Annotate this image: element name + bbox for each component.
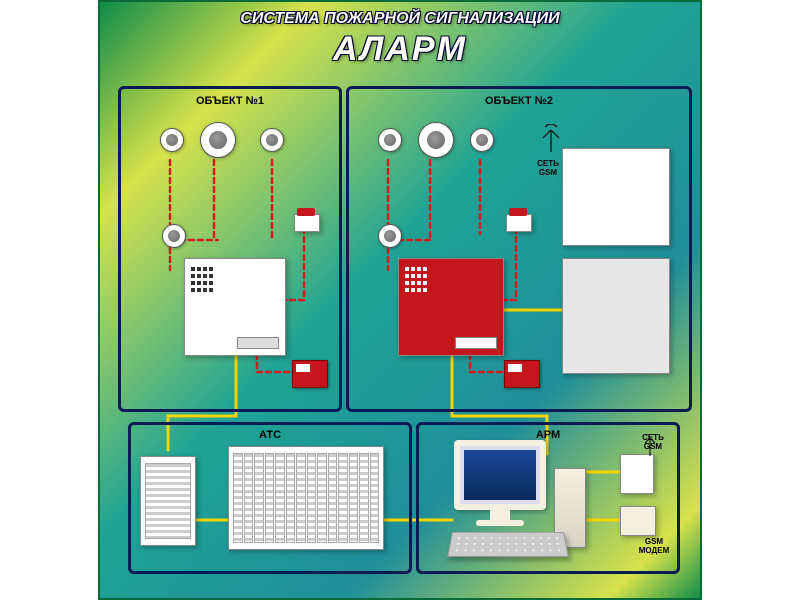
smoke-detector-icon: [260, 128, 284, 152]
siren-icon: [506, 214, 532, 232]
siren-icon: [297, 208, 315, 216]
smoke-detector-icon: [378, 224, 402, 248]
gsm-unit-icon: [562, 148, 670, 246]
monitor-icon: [490, 510, 510, 520]
modem-icon: [296, 364, 310, 372]
siren-icon: [294, 214, 320, 232]
cabinet-icon: [562, 258, 670, 374]
smoke-detector-icon: [162, 224, 186, 248]
label-gsm-modem: GSMМОДЕМ: [636, 538, 672, 556]
monitor-icon: [454, 440, 546, 510]
modem-icon: [508, 364, 522, 372]
gsm-box-icon: [620, 454, 654, 494]
pbx-icon: [228, 446, 384, 550]
smoke-detector-icon: [200, 122, 236, 158]
label-gsm-net: СЕТЬGSM: [638, 434, 668, 452]
stage: СИСТЕМА ПОЖАРНОЙ СИГНАЛИЗАЦИИ АЛАРМ ОБЪЕ…: [0, 0, 800, 600]
device-layer: [98, 0, 702, 600]
smoke-detector-icon: [418, 122, 454, 158]
siren-icon: [509, 208, 527, 216]
monitor-icon: [476, 520, 524, 526]
poster: СИСТЕМА ПОЖАРНОЙ СИГНАЛИЗАЦИИ АЛАРМ ОБЪЕ…: [98, 0, 702, 600]
smoke-detector-icon: [160, 128, 184, 152]
label-gsm-net: СЕТЬGSM: [534, 160, 562, 178]
fire-panel-icon: [398, 258, 504, 356]
smoke-detector-icon: [378, 128, 402, 152]
smoke-detector-icon: [470, 128, 494, 152]
fire-panel-icon: [184, 258, 286, 356]
modem-icon: [620, 506, 656, 536]
pbx-icon: [140, 456, 196, 546]
keyboard-icon: [447, 532, 569, 557]
